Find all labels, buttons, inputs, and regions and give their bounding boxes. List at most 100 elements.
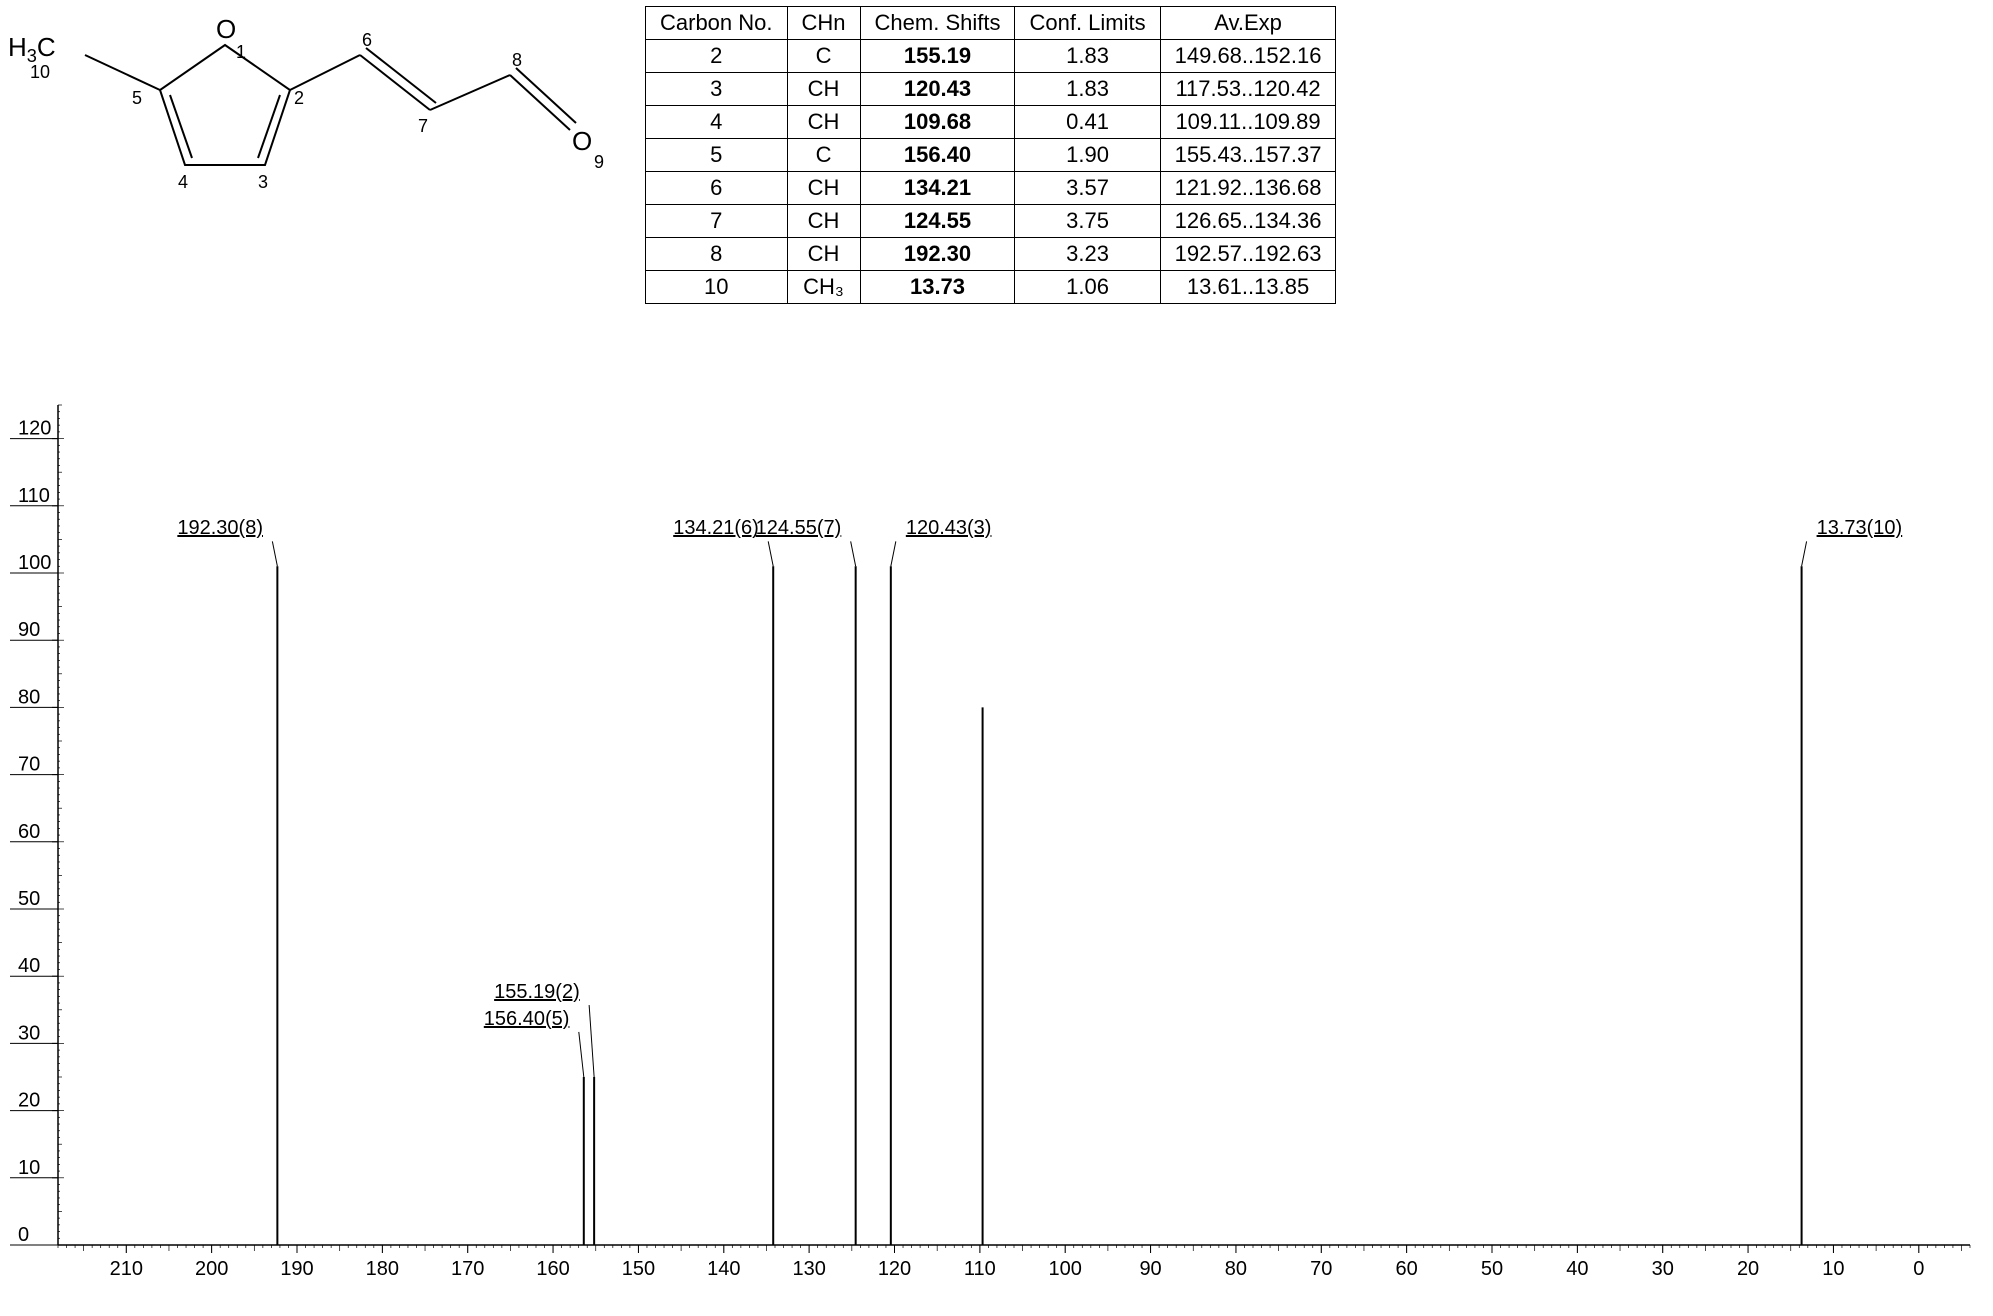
atom-num-3: 3 bbox=[258, 172, 268, 193]
cell-conf: 1.83 bbox=[1015, 40, 1160, 73]
table-row: 8CH192.303.23192.57..192.63 bbox=[646, 238, 1336, 271]
svg-text:50: 50 bbox=[1481, 1258, 1503, 1280]
table-row: 3CH120.431.83117.53..120.42 bbox=[646, 73, 1336, 106]
svg-text:110: 110 bbox=[18, 485, 50, 507]
cell-shift: 156.40 bbox=[860, 139, 1015, 172]
structure-svg bbox=[0, 0, 620, 260]
cell-avexp: 126.65..134.36 bbox=[1160, 205, 1336, 238]
cell-no: 4 bbox=[646, 106, 788, 139]
cell-shift: 109.68 bbox=[860, 106, 1015, 139]
svg-text:210: 210 bbox=[110, 1258, 143, 1280]
svg-text:160: 160 bbox=[536, 1258, 569, 1280]
svg-text:150: 150 bbox=[622, 1258, 655, 1280]
table-row: 6CH134.213.57121.92..136.68 bbox=[646, 172, 1336, 205]
label-o-ring: O bbox=[216, 14, 236, 45]
svg-text:20: 20 bbox=[18, 1090, 40, 1112]
peak-label: 156.40(5) bbox=[484, 1008, 570, 1031]
svg-text:90: 90 bbox=[18, 619, 40, 641]
atom-num-8: 8 bbox=[512, 50, 522, 71]
cell-conf: 3.23 bbox=[1015, 238, 1160, 271]
cell-conf: 0.41 bbox=[1015, 106, 1160, 139]
svg-text:110: 110 bbox=[964, 1258, 996, 1280]
svg-text:40: 40 bbox=[1566, 1258, 1588, 1280]
table-row: 10CH₃13.731.0613.61..13.85 bbox=[646, 271, 1336, 304]
cell-shift: 120.43 bbox=[860, 73, 1015, 106]
cell-avexp: 155.43..157.37 bbox=[1160, 139, 1336, 172]
svg-text:40: 40 bbox=[18, 955, 40, 977]
cell-no: 5 bbox=[646, 139, 788, 172]
peak-label: 120.43(3) bbox=[906, 517, 992, 540]
svg-text:180: 180 bbox=[366, 1258, 399, 1280]
cell-avexp: 121.92..136.68 bbox=[1160, 172, 1336, 205]
spectrum-svg: 0 10 20 30 40 50 60 70 80 90 100 110 120 210 200 190 180… bbox=[10, 395, 1980, 1295]
cell-no: 3 bbox=[646, 73, 788, 106]
svg-text:70: 70 bbox=[1310, 1258, 1332, 1280]
svg-text:120: 120 bbox=[18, 418, 51, 440]
page: H3C 10 O 1 5 2 4 3 6 7 8 O 9 Carbon No. … bbox=[0, 0, 1993, 1316]
peak-label: 124.55(7) bbox=[756, 517, 842, 540]
cell-chn: C bbox=[787, 139, 860, 172]
cell-conf: 1.90 bbox=[1015, 139, 1160, 172]
atom-num-4: 4 bbox=[178, 172, 188, 193]
cell-shift: 192.30 bbox=[860, 238, 1015, 271]
label-o-carbonyl: O bbox=[572, 126, 592, 157]
cell-conf: 1.83 bbox=[1015, 73, 1160, 106]
cell-avexp: 117.53..120.42 bbox=[1160, 73, 1336, 106]
atom-num-6: 6 bbox=[362, 30, 372, 51]
svg-text:100: 100 bbox=[18, 552, 51, 574]
svg-text:140: 140 bbox=[707, 1258, 740, 1280]
cell-chn: CH bbox=[787, 106, 860, 139]
svg-text:200: 200 bbox=[195, 1258, 228, 1280]
table-header-row: Carbon No. CHn Chem. Shifts Conf. Limits… bbox=[646, 7, 1336, 40]
atom-num-7: 7 bbox=[418, 116, 428, 137]
cell-no: 6 bbox=[646, 172, 788, 205]
svg-text:50: 50 bbox=[18, 888, 40, 910]
svg-text:0: 0 bbox=[1913, 1258, 1924, 1280]
table-row: 4CH109.680.41109.11..109.89 bbox=[646, 106, 1336, 139]
svg-text:10: 10 bbox=[1822, 1258, 1844, 1280]
table-row: 5C156.401.90155.43..157.37 bbox=[646, 139, 1336, 172]
cell-shift: 155.19 bbox=[860, 40, 1015, 73]
cell-chn: CH bbox=[787, 205, 860, 238]
cell-no: 7 bbox=[646, 205, 788, 238]
cell-chn: CH bbox=[787, 238, 860, 271]
cell-avexp: 149.68..152.16 bbox=[1160, 40, 1336, 73]
cell-no: 8 bbox=[646, 238, 788, 271]
atom-num-9: 9 bbox=[594, 152, 604, 173]
cell-chn: CH bbox=[787, 73, 860, 106]
chemical-structure: H3C 10 O 1 5 2 4 3 6 7 8 O 9 bbox=[0, 0, 620, 260]
nmr-spectrum: 0 10 20 30 40 50 60 70 80 90 100 110 120 210 200 190 180… bbox=[10, 395, 1980, 1295]
shift-table: Carbon No. CHn Chem. Shifts Conf. Limits… bbox=[645, 6, 1336, 304]
table-row: 2C155.191.83149.68..152.16 bbox=[646, 40, 1336, 73]
svg-text:120: 120 bbox=[878, 1258, 911, 1280]
svg-text:90: 90 bbox=[1139, 1258, 1161, 1280]
cell-chn: CH bbox=[787, 172, 860, 205]
cell-no: 10 bbox=[646, 271, 788, 304]
th-chn: CHn bbox=[787, 7, 860, 40]
atom-num-1: 1 bbox=[236, 42, 246, 63]
cell-no: 2 bbox=[646, 40, 788, 73]
cell-shift: 124.55 bbox=[860, 205, 1015, 238]
cell-conf: 1.06 bbox=[1015, 271, 1160, 304]
svg-text:100: 100 bbox=[1049, 1258, 1082, 1280]
svg-text:80: 80 bbox=[18, 686, 40, 708]
peak-label: 13.73(10) bbox=[1817, 517, 1903, 540]
atom-num-10: 10 bbox=[30, 62, 50, 83]
svg-text:60: 60 bbox=[18, 821, 40, 843]
peak-label: 155.19(2) bbox=[494, 981, 580, 1004]
svg-text:0: 0 bbox=[18, 1224, 29, 1246]
cell-chn: CH₃ bbox=[787, 271, 860, 304]
atom-num-5: 5 bbox=[132, 88, 142, 109]
svg-text:60: 60 bbox=[1396, 1258, 1418, 1280]
svg-text:80: 80 bbox=[1225, 1258, 1247, 1280]
th-chem-shifts: Chem. Shifts bbox=[860, 7, 1015, 40]
peak-label: 134.21(6) bbox=[673, 517, 759, 540]
th-conf-limits: Conf. Limits bbox=[1015, 7, 1160, 40]
table-row: 7CH124.553.75126.65..134.36 bbox=[646, 205, 1336, 238]
svg-text:30: 30 bbox=[1652, 1258, 1674, 1280]
svg-text:190: 190 bbox=[280, 1258, 313, 1280]
atom-num-2: 2 bbox=[294, 88, 304, 109]
cell-conf: 3.75 bbox=[1015, 205, 1160, 238]
cell-avexp: 13.61..13.85 bbox=[1160, 271, 1336, 304]
cell-shift: 13.73 bbox=[860, 271, 1015, 304]
